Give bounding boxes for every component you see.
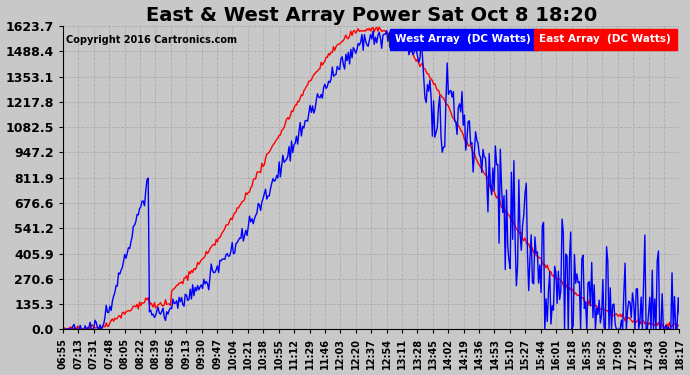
West Array  (DC Watts) [676, 324, 684, 328]
West Array  (DC Watts) [63, 327, 71, 332]
Line: East Array  (DC Watts): East Array (DC Watts) [63, 30, 680, 329]
Title: East & West Array Power Sat Oct 8 18:20: East & West Array Power Sat Oct 8 18:20 [146, 6, 597, 24]
East Array  (DC Watts) [355, 43, 364, 47]
West Array  (DC Watts) [375, 25, 384, 29]
Text: Copyright 2016 Cartronics.com: Copyright 2016 Cartronics.com [66, 35, 237, 45]
East Array  (DC Watts) [382, 28, 391, 33]
West Array  (DC Watts) [353, 28, 361, 33]
East Array  (DC Watts) [662, 323, 670, 327]
West Array  (DC Watts) [59, 325, 67, 329]
East Array  (DC Watts) [427, 95, 435, 99]
East Array  (DC Watts) [352, 51, 360, 56]
West Array  (DC Watts) [395, 40, 403, 44]
West Array  (DC Watts) [663, 322, 671, 326]
Legend: West Array  (DC Watts), East Array  (DC Watts): West Array (DC Watts), East Array (DC Wa… [389, 32, 674, 48]
East Array  (DC Watts) [676, 312, 684, 317]
West Array  (DC Watts) [428, 78, 437, 83]
East Array  (DC Watts) [565, 255, 573, 260]
West Array  (DC Watts) [566, 287, 575, 292]
East Array  (DC Watts) [393, 39, 402, 44]
West Array  (DC Watts) [357, 28, 365, 33]
Line: West Array  (DC Watts): West Array (DC Watts) [63, 27, 680, 329]
East Array  (DC Watts) [59, 327, 67, 332]
